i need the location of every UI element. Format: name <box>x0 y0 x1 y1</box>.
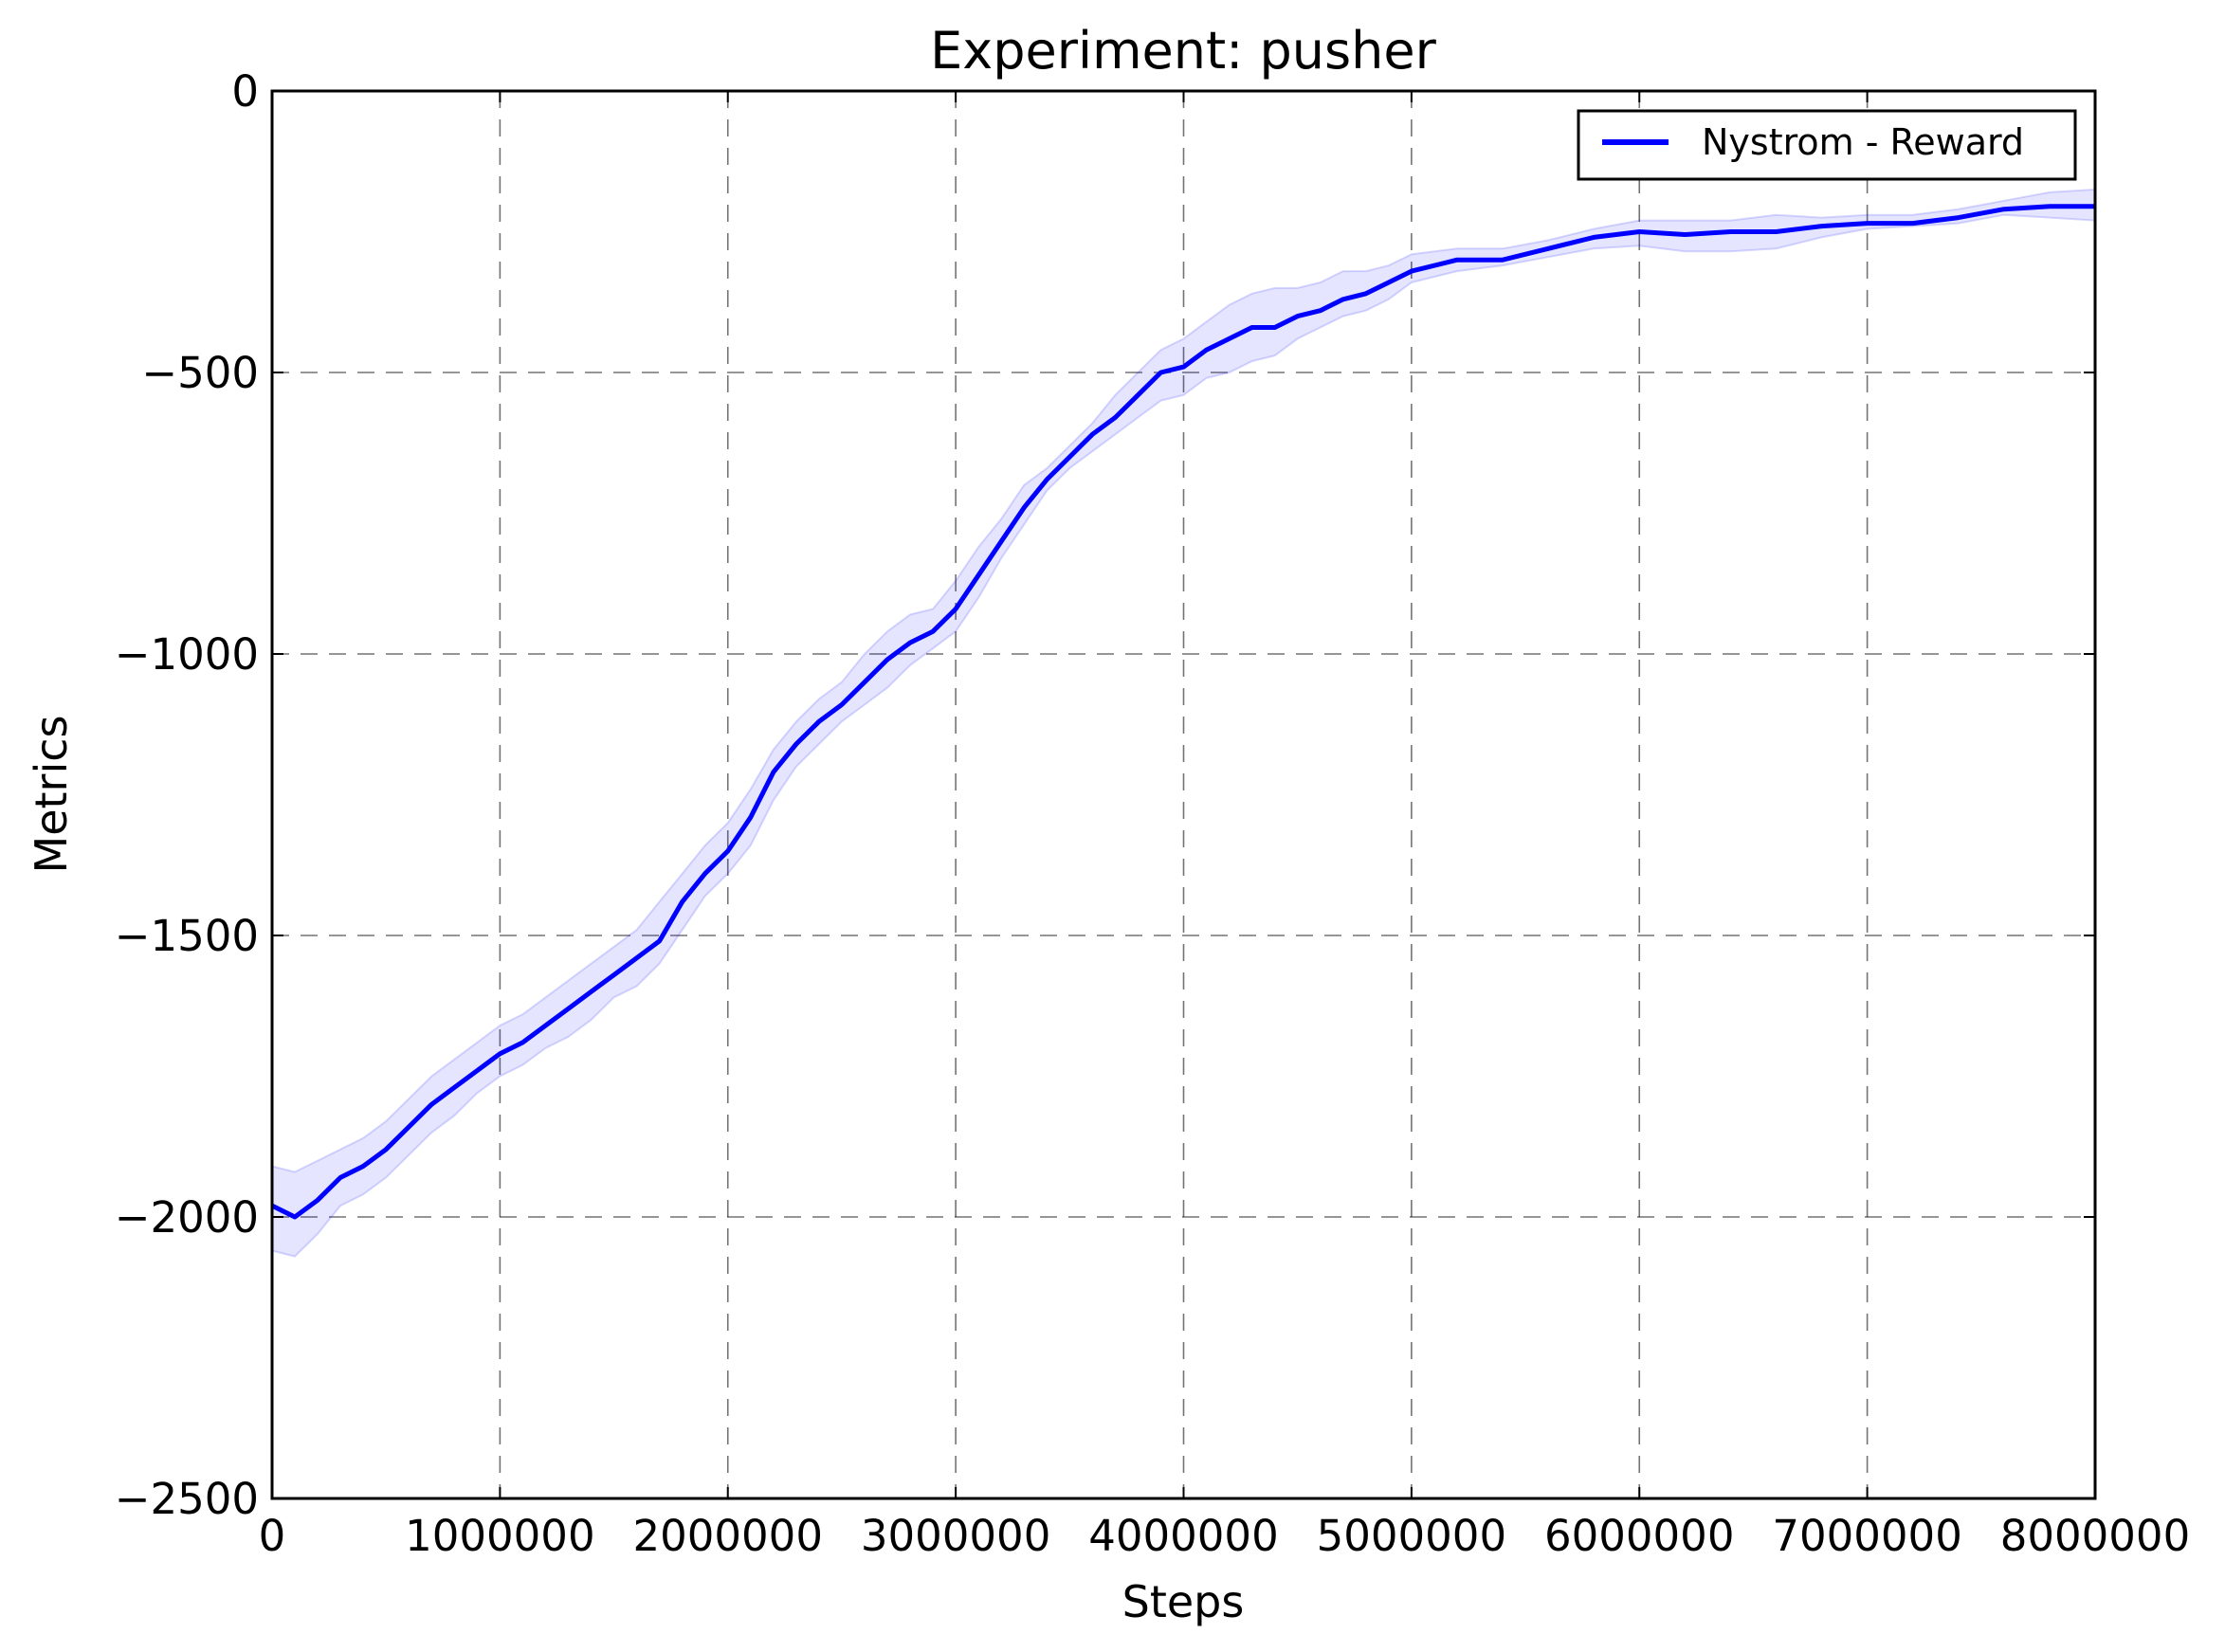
x-axis-label: Steps <box>1122 1576 1245 1627</box>
tick-marks <box>271 90 2096 1499</box>
x-tick-label: 2000000 <box>633 1511 823 1561</box>
x-tick-label: 6000000 <box>1544 1511 1734 1561</box>
series-line-layer <box>270 204 2095 1220</box>
y-tick-label: −2000 <box>115 1192 259 1243</box>
reward-series-line <box>270 204 2095 1220</box>
grid-lines <box>272 91 2095 1498</box>
x-tick-label: 8000000 <box>2000 1511 2190 1561</box>
y-tick-label: −1000 <box>115 629 259 680</box>
y-axis-label: Metrics <box>26 716 77 874</box>
legend-label: Nystrom - Reward <box>1702 121 2024 163</box>
y-tick-label: −500 <box>141 348 259 398</box>
x-tick-label: 4000000 <box>1088 1511 1278 1561</box>
y-tick-label: 0 <box>231 66 259 117</box>
x-tick-label: 5000000 <box>1317 1511 1506 1561</box>
x-tick-label: 3000000 <box>861 1511 1050 1561</box>
y-tick-label: −1500 <box>115 911 259 961</box>
x-tick-label: 0 <box>259 1511 286 1561</box>
legend: Nystrom - Reward <box>1577 109 2077 181</box>
y-tick-labels: 0 −500 −1000 −1500 −2000 −2500 <box>115 66 259 1524</box>
chart-title: Experiment: pusher <box>930 21 1436 81</box>
x-tick-label: 7000000 <box>1772 1511 1961 1561</box>
x-tick-labels: 0 1000000 2000000 3000000 4000000 5000000 6000… <box>259 1511 2191 1561</box>
x-tick-label: 1000000 <box>405 1511 594 1561</box>
y-tick-label: −2500 <box>115 1474 259 1524</box>
